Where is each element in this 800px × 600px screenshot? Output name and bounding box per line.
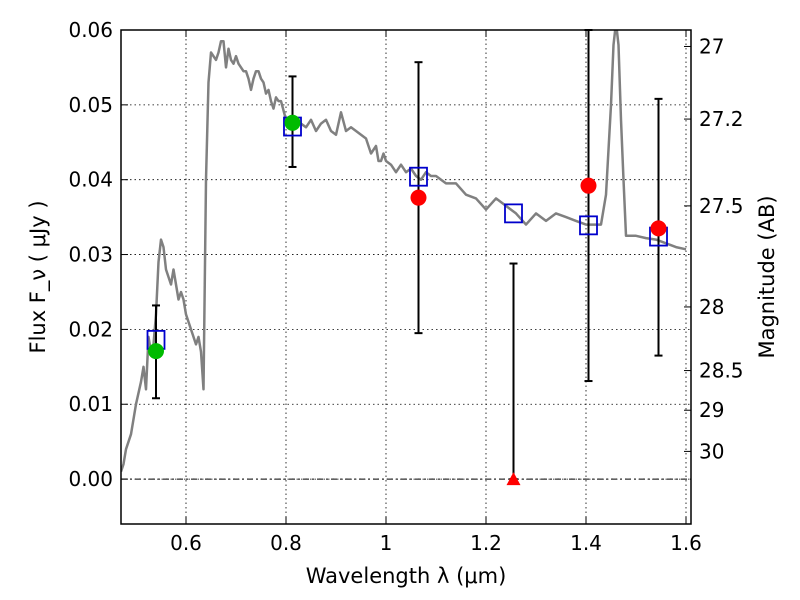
right-tick-label: 30 [699, 439, 724, 463]
right-tick-label: 27 [699, 34, 724, 58]
x-tick-label: 1.4 [570, 531, 602, 555]
model-photometry-square [504, 203, 523, 224]
x-tick-label: 1 [380, 531, 393, 555]
y-tick-label: 0.04 [68, 168, 113, 192]
y-tick-label: 0.00 [68, 467, 113, 491]
plot-frame [120, 29, 692, 525]
x-axis-label: Wavelength λ (μm) [306, 564, 507, 588]
observed-flux-point [410, 189, 427, 206]
x-tick-label: 0.6 [170, 531, 202, 555]
right-tick-label: 27.2 [699, 107, 744, 131]
model-photometry-square [579, 215, 598, 236]
y-axis-label: Flux F_ν ( μJy ) [26, 200, 51, 353]
y-tick-label: 0.03 [68, 243, 113, 267]
x-tick-label: 1.6 [670, 531, 702, 555]
observed-flux-point [284, 114, 301, 131]
axis-ticks [121, 29, 691, 524]
data-markers [146, 114, 668, 486]
x-tick-label: 0.8 [270, 531, 302, 555]
x-tick-label: 1.2 [470, 531, 502, 555]
observed-flux-point [148, 343, 164, 360]
right-axis-label: Magnitude (AB) [755, 195, 779, 358]
right-tick-label: 28 [699, 295, 724, 319]
right-tick-label: 27.5 [699, 194, 744, 218]
right-tick-label: 29 [699, 398, 724, 422]
y-tick-label: 0.05 [68, 93, 113, 117]
y-tick-label: 0.02 [68, 317, 113, 341]
right-tick-label: 28.5 [699, 359, 744, 383]
model-photometry-square [409, 166, 428, 187]
observed-flux-point [580, 177, 597, 194]
upper-limit-triangle [506, 472, 521, 486]
observed-flux-point [650, 220, 667, 237]
y-tick-label: 0.01 [68, 392, 113, 416]
y-tick-label: 0.06 [68, 18, 113, 42]
